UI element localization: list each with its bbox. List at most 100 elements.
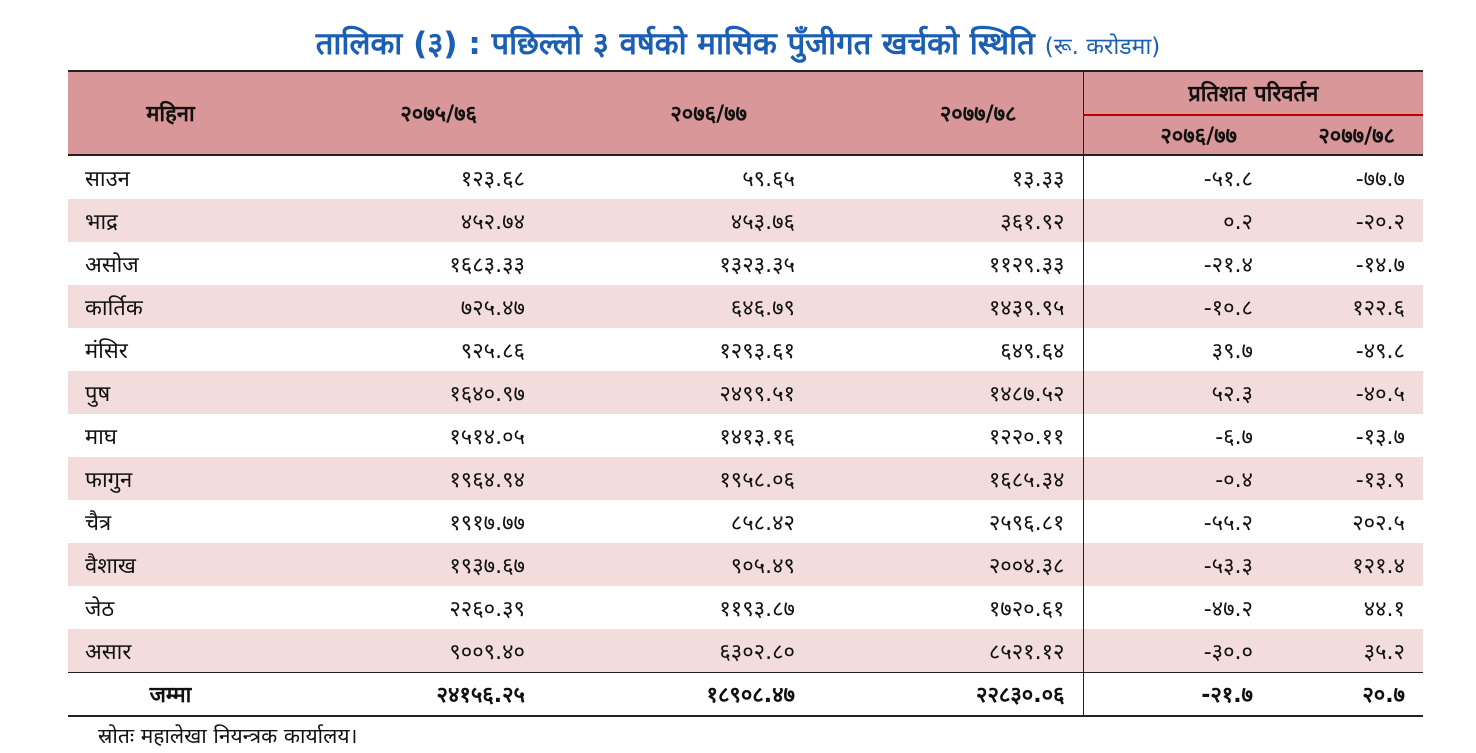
source-note: स्रोतः महालेखा नियन्त्रक कार्यालय। bbox=[98, 724, 358, 748]
cell-percent-2: १२२.६ bbox=[1265, 285, 1423, 328]
table-row: पुष १६४०.९७ २४९९.५१ १४८७.५२ ५२.३ -४०.५ bbox=[68, 371, 1423, 414]
cell-percent-1: -०.४ bbox=[1083, 457, 1265, 500]
cell-year-2: ११९३.८७ bbox=[719, 596, 795, 622]
cell-percent-2: ३५.२ bbox=[1265, 629, 1423, 673]
table-title-unit: (रू. करोडमा) bbox=[1044, 34, 1161, 60]
cell-percent-2: -४०.५ bbox=[1265, 371, 1423, 414]
cell-percent-1: -५३.३ bbox=[1083, 543, 1265, 586]
cell-percent-1: -५१.८ bbox=[1203, 166, 1253, 192]
table-row: कार्तिक ७२५.४७ ६४६.७९ १४३९.९५ -१०.८ १२२.… bbox=[68, 285, 1423, 328]
cell-year-2: १२९३.६१ bbox=[719, 338, 795, 364]
cell-percent-1: -४७.२ bbox=[1203, 596, 1253, 622]
cell-year-3: १६८५.३४ bbox=[813, 457, 1084, 500]
cell-year-1: ७२५.४७ bbox=[273, 285, 543, 328]
cell-percent-2: -७७.७ bbox=[1355, 166, 1405, 192]
cell-percent-2: -१३.९ bbox=[1265, 457, 1423, 500]
cell-year-2: १९५८.०६ bbox=[543, 457, 813, 500]
cell-year-3: ३६१.९२ bbox=[813, 199, 1084, 242]
cell-percent-1: ५२.३ bbox=[1083, 371, 1265, 414]
cell-year-1: ९२५.८६ bbox=[460, 338, 525, 364]
cell-percent-2: -२०.२ bbox=[1265, 199, 1423, 242]
cell-year-3: १७२०.६१ bbox=[813, 586, 1084, 629]
cell-month: चैत्र bbox=[85, 510, 112, 536]
header-year-2: २०७६/७७ bbox=[543, 70, 813, 156]
capital-expenditure-table: महिना २०७५/७६ २०७६/७७ २०७७/७८ प्रतिशत पर… bbox=[68, 70, 1423, 717]
total-percent-2: २०.७ bbox=[1265, 672, 1423, 717]
header-percent-change: प्रतिशत परिवर्तन bbox=[1083, 70, 1423, 115]
cell-percent-2: ४४.१ bbox=[1363, 596, 1405, 622]
cell-year-1: १९१७.७७ bbox=[449, 510, 525, 536]
cell-year-3: २५९६.८१ bbox=[813, 500, 1084, 543]
cell-year-3: १४३९.९५ bbox=[813, 285, 1084, 328]
table-title-main: तालिका (३) : पछिल्लो ३ वर्षको मासिक पुँज… bbox=[315, 26, 1035, 62]
cell-year-1: ४५२.७४ bbox=[273, 199, 543, 242]
table-body: साउन १२३.६८ ५९.६५ १३.३३ -५१.८ -७७.७ भाद्… bbox=[68, 155, 1423, 673]
cell-month: मंसिर bbox=[85, 338, 128, 364]
table-row: असोज १६८३.३३ १३२३.३५ ११२९.३३ -२१.४ -१४.७ bbox=[68, 242, 1423, 285]
table-row: साउन १२३.६८ ५९.६५ १३.३३ -५१.८ -७७.७ bbox=[68, 155, 1423, 199]
cell-percent-2: -१३.७ bbox=[1355, 424, 1405, 450]
header-year-1: २०७५/७६ bbox=[273, 70, 543, 156]
cell-percent-1: -५५.२ bbox=[1203, 510, 1253, 536]
cell-percent-2: १२१.४ bbox=[1265, 543, 1423, 586]
table-row: मंसिर ९२५.८६ १२९३.६१ ६४९.६४ ३९.७ -४९.८ bbox=[68, 328, 1423, 371]
cell-month: असार bbox=[68, 629, 273, 673]
cell-year-1: २२६०.३९ bbox=[449, 596, 525, 622]
total-row: जम्मा २४१५६.२५ १८९०८.४७ २२८३०.०६ -२१.७ २… bbox=[68, 672, 1423, 717]
cell-percent-1: -१०.८ bbox=[1083, 285, 1265, 328]
cell-year-3: १३.३३ bbox=[813, 155, 1084, 199]
cell-year-1: १९३७.६७ bbox=[273, 543, 543, 586]
cell-year-3: ८५२१.१२ bbox=[813, 629, 1084, 673]
cell-year-2: १४१३.१६ bbox=[719, 424, 795, 450]
table-row: जेठ २२६०.३९ ११९३.८७ १७२०.६१ -४७.२ ४४.१ bbox=[68, 586, 1423, 629]
cell-year-2: ५९.६५ bbox=[742, 166, 795, 192]
total-year-1: २४१५६.२५ bbox=[273, 672, 543, 717]
cell-month: जेठ bbox=[85, 596, 115, 622]
cell-year-2: ८५८.४२ bbox=[730, 510, 795, 536]
cell-year-2: १३२३.३५ bbox=[719, 252, 795, 278]
cell-percent-2: २०२.५ bbox=[1352, 510, 1405, 536]
cell-year-3: १४८७.५२ bbox=[813, 371, 1084, 414]
cell-year-2: ६३०२.८० bbox=[543, 629, 813, 673]
cell-month: साउन bbox=[85, 166, 130, 192]
table-header: महिना २०७५/७६ २०७६/७७ २०७७/७८ प्रतिशत पर… bbox=[68, 70, 1423, 156]
cell-year-1: ९००९.४० bbox=[273, 629, 543, 673]
cell-year-1: १२३.६८ bbox=[460, 166, 525, 192]
cell-year-2: ४५३.७६ bbox=[543, 199, 813, 242]
total-year-2: १८९०८.४७ bbox=[543, 672, 813, 717]
header-year-3: २०७७/७८ bbox=[813, 70, 1084, 156]
cell-percent-1: -६.७ bbox=[1215, 424, 1253, 450]
cell-month: वैशाख bbox=[68, 543, 273, 586]
table-row: वैशाख १९३७.६७ ९०५.४९ २००४.३८ -५३.३ १२१.४ bbox=[68, 543, 1423, 586]
table-row: असार ९००९.४० ६३०२.८० ८५२१.१२ -३०.० ३५.२ bbox=[68, 629, 1423, 673]
cell-year-2: २४९९.५१ bbox=[543, 371, 813, 414]
table-title: तालिका (३) : पछिल्लो ३ वर्षको मासिक पुँज… bbox=[0, 22, 1476, 64]
header-percent-year-2: २०७७/७८ bbox=[1265, 114, 1423, 156]
cell-month: भाद्र bbox=[68, 199, 273, 242]
cell-year-2: ९०५.४९ bbox=[543, 543, 813, 586]
cell-year-1: १५१४.०५ bbox=[449, 424, 525, 450]
cell-percent-1: ३९.७ bbox=[1211, 338, 1253, 364]
cell-percent-2: -१४.७ bbox=[1355, 252, 1405, 278]
table-row: माघ १५१४.०५ १४१३.१६ १२२०.११ -६.७ -१३.७ bbox=[68, 414, 1423, 457]
cell-month: माघ bbox=[85, 424, 117, 450]
table-footer: जम्मा २४१५६.२५ १८९०८.४७ २२८३०.०६ -२१.७ २… bbox=[68, 672, 1423, 717]
cell-month: फागुन bbox=[68, 457, 273, 500]
cell-year-3: १२२०.११ bbox=[813, 414, 1084, 457]
table-row: भाद्र ४५२.७४ ४५३.७६ ३६१.९२ ०.२ -२०.२ bbox=[68, 199, 1423, 242]
cell-year-3: २००४.३८ bbox=[813, 543, 1084, 586]
cell-year-1: १६८३.३३ bbox=[449, 252, 525, 278]
cell-year-2: ६४६.७९ bbox=[543, 285, 813, 328]
cell-percent-1: -३०.० bbox=[1083, 629, 1265, 673]
table-row: चैत्र १९१७.७७ ८५८.४२ २५९६.८१ -५५.२ २०२.५ bbox=[68, 500, 1423, 543]
total-label: जम्मा bbox=[68, 672, 273, 717]
cell-year-1: १९६४.९४ bbox=[273, 457, 543, 500]
cell-percent-1: -२१.४ bbox=[1203, 252, 1253, 278]
header-percent-year-1: २०७६/७७ bbox=[1083, 114, 1265, 156]
cell-year-3: ६४९.६४ bbox=[813, 328, 1084, 371]
cell-percent-2: -४९.८ bbox=[1355, 338, 1405, 364]
cell-year-1: १६४०.९७ bbox=[273, 371, 543, 414]
cell-month: असोज bbox=[85, 252, 139, 278]
total-year-3: २२८३०.०६ bbox=[813, 672, 1084, 717]
cell-month: पुष bbox=[68, 371, 273, 414]
